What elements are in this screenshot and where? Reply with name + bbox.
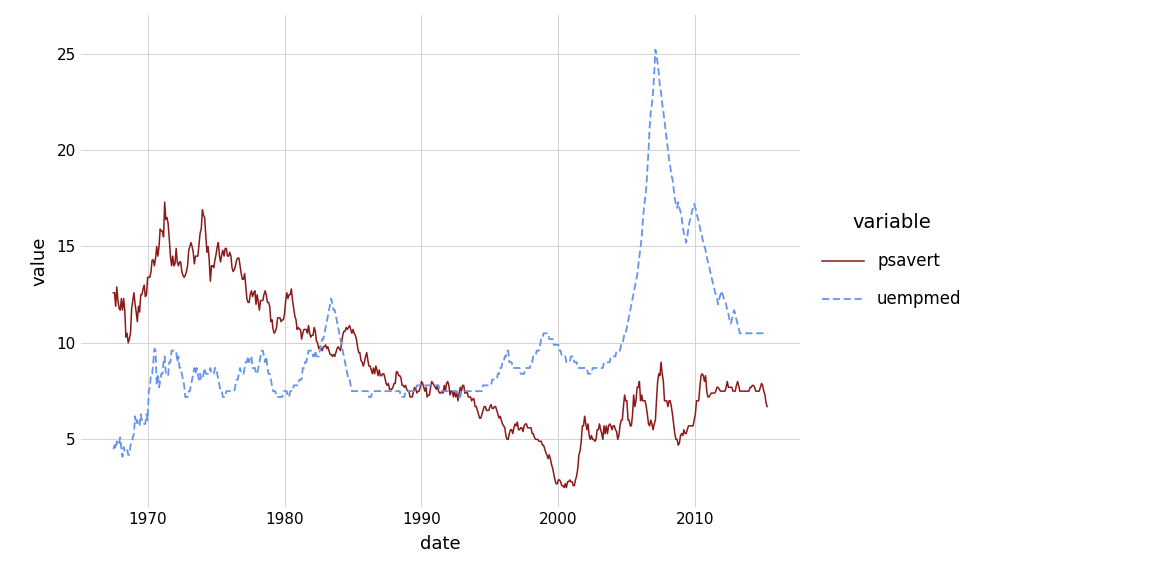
Y-axis label: value: value <box>30 236 48 286</box>
Line: uempmed: uempmed <box>113 50 767 457</box>
Line: psavert: psavert <box>113 202 767 488</box>
X-axis label: date: date <box>420 535 461 553</box>
Legend: psavert, uempmed: psavert, uempmed <box>816 207 968 315</box>
